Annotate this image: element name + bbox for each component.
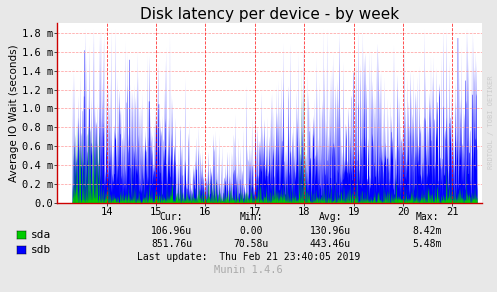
Text: Min:: Min: <box>239 213 263 223</box>
Text: sda: sda <box>31 230 51 240</box>
Y-axis label: Average IO Wait (seconds): Average IO Wait (seconds) <box>9 44 19 182</box>
Text: 8.42m: 8.42m <box>413 226 442 236</box>
Text: 106.96u: 106.96u <box>151 226 192 236</box>
Text: sdb: sdb <box>31 245 51 255</box>
Text: 70.58u: 70.58u <box>234 239 268 249</box>
Text: 5.48m: 5.48m <box>413 239 442 249</box>
Text: Last update:  Thu Feb 21 23:40:05 2019: Last update: Thu Feb 21 23:40:05 2019 <box>137 253 360 263</box>
Text: 851.76u: 851.76u <box>151 239 192 249</box>
Text: Cur:: Cur: <box>160 213 183 223</box>
Text: RRDTOOL / TOBI OETIKER: RRDTOOL / TOBI OETIKER <box>488 76 494 169</box>
Text: 130.96u: 130.96u <box>310 226 351 236</box>
Title: Disk latency per device - by week: Disk latency per device - by week <box>140 7 399 22</box>
Text: 0.00: 0.00 <box>239 226 263 236</box>
Text: Munin 1.4.6: Munin 1.4.6 <box>214 265 283 275</box>
Text: Max:: Max: <box>415 213 439 223</box>
Text: 443.46u: 443.46u <box>310 239 351 249</box>
Text: Avg:: Avg: <box>319 213 342 223</box>
